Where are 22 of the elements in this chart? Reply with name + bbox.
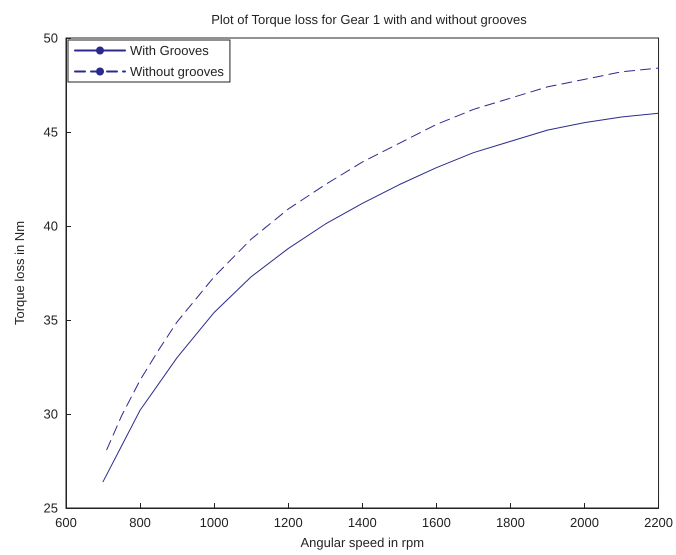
- chart-title: Plot of Torque loss for Gear 1 with and without grooves: [211, 12, 528, 27]
- x-tick-label: 1200: [274, 515, 303, 530]
- x-axis-title: Angular speed in rpm: [300, 535, 424, 550]
- x-tick-label: 800: [129, 515, 151, 530]
- legend-label: With Grooves: [130, 43, 210, 58]
- x-tick-label: 1800: [496, 515, 525, 530]
- line-series: [102, 112, 660, 482]
- x-tick-label: 1000: [200, 515, 229, 530]
- y-axis-title: Torque loss in Nm: [12, 220, 27, 326]
- legend-label: Without grooves: [130, 64, 224, 79]
- x-tick-label: 1400: [348, 515, 377, 530]
- x-tick-label: 1600: [422, 515, 451, 530]
- x-tick-label: 600: [55, 515, 77, 530]
- y-tick-label: 25: [44, 500, 58, 516]
- y-tick-label: 30: [44, 406, 58, 422]
- y-tick-label: 45: [44, 124, 58, 140]
- y-tick-label: 50: [44, 30, 58, 46]
- y-tick-label: 40: [44, 218, 58, 234]
- y-tick-label: 35: [44, 312, 58, 328]
- line-series: [106, 68, 660, 450]
- x-tick-label: 2000: [570, 515, 599, 530]
- x-tick-label: 2200: [644, 515, 673, 530]
